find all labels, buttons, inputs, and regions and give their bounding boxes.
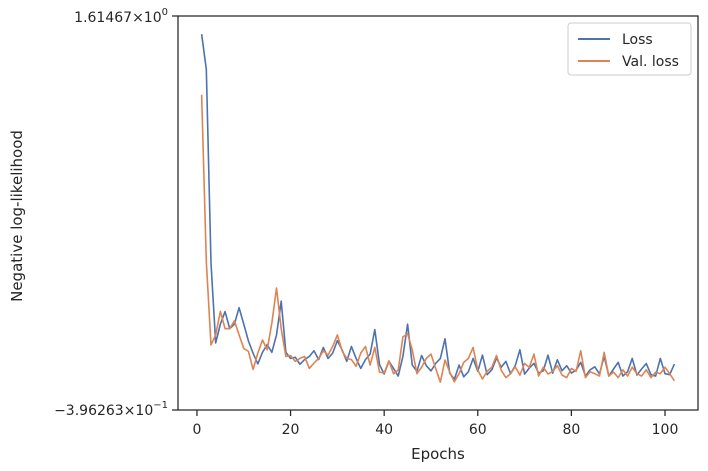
x-tick-label: 100: [652, 422, 679, 438]
y-tick-label-top: 1.61467×100: [74, 7, 168, 26]
y-axis-label: Negative log-likelihood: [8, 130, 26, 302]
x-tick-label: 80: [562, 422, 580, 438]
x-tick-label: 60: [469, 422, 487, 438]
x-tick-label: 0: [192, 422, 201, 438]
series-line-loss: [200, 34, 676, 380]
series-layer: [200, 34, 676, 383]
plot-frame: [177, 15, 699, 411]
x-axis: 0 20 40 60 80 100: [192, 410, 678, 438]
x-axis-label: Epochs: [411, 445, 465, 463]
y-tick-label-bottom: −3.96263×10−1: [54, 400, 168, 419]
y-axis: 1.61467×100 −3.96263×10−1: [54, 7, 178, 419]
legend-label-loss: Loss: [622, 32, 653, 48]
x-tick-label: 40: [375, 422, 393, 438]
series-line-val-loss: [200, 94, 676, 383]
legend: Loss Val. loss: [567, 22, 692, 76]
legend-label-val-loss: Val. loss: [622, 54, 679, 70]
x-tick-label: 20: [282, 422, 300, 438]
